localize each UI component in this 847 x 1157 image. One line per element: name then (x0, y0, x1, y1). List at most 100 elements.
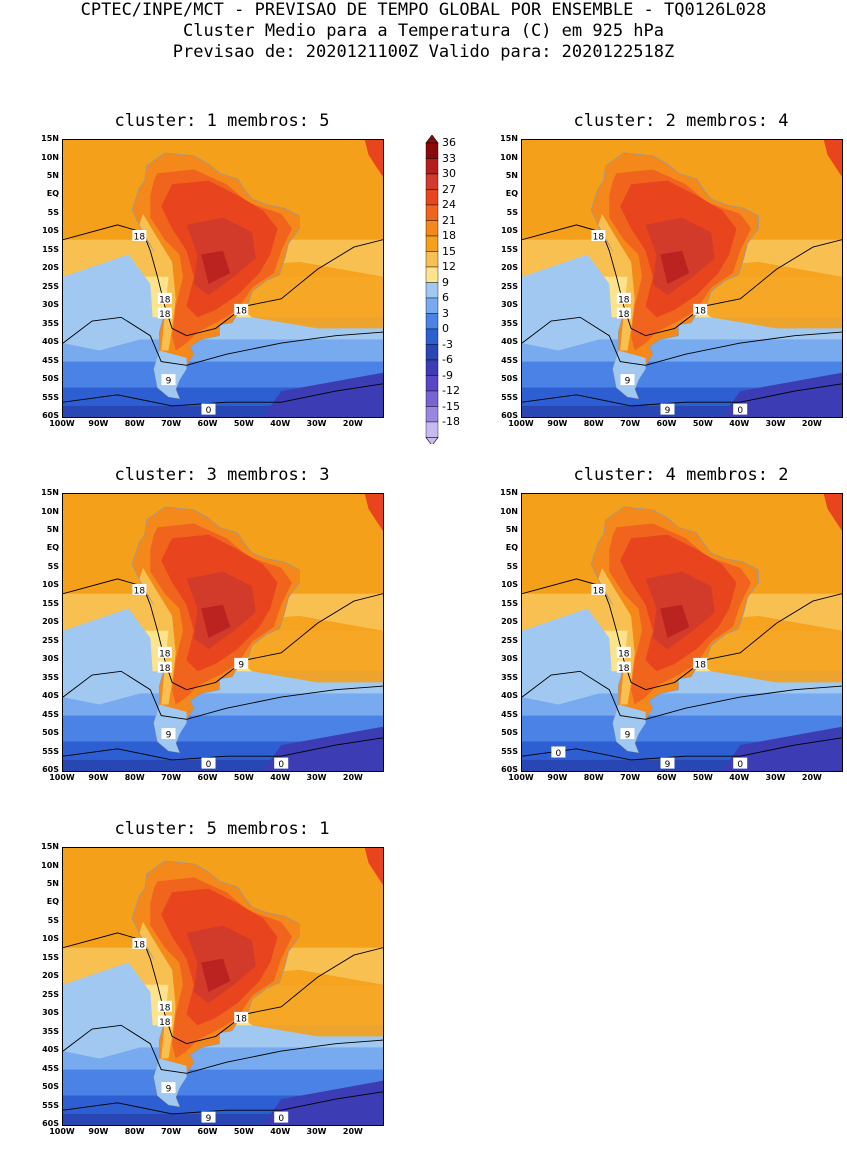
colorbar-swatch (425, 297, 439, 314)
lat-tick-label: 55S (42, 1100, 59, 1110)
contour-label: 9 (234, 657, 249, 670)
temperature-map: 18 18 18 18 9 0 (62, 139, 384, 418)
lon-tick-label: 40W (729, 419, 750, 428)
temperature-band (63, 962, 154, 1059)
colorbar-label: 12 (442, 260, 456, 273)
contour-label: 9 (660, 403, 675, 416)
lat-tick-label: 5N (46, 170, 59, 180)
contour-line (63, 670, 383, 720)
contour-line (522, 383, 842, 407)
panel-title: cluster: 3 membros: 3 (114, 465, 330, 485)
lat-tick-label: 15N (41, 488, 59, 497)
lat-tick-label: 30S (501, 654, 518, 664)
lat-tick-label: 15S (42, 952, 59, 962)
contour-label: 18 (693, 303, 708, 316)
lat-tick-label: 20S (42, 971, 59, 981)
temperature-band (522, 405, 842, 417)
continent-outline (364, 140, 383, 177)
contour-label: 9 (620, 374, 635, 387)
lat-tick-label: 40S (42, 1045, 59, 1055)
colorbar-label: 3 (442, 306, 449, 320)
lon-tick-label: 80W (583, 419, 604, 428)
colorbar-label: -12 (442, 384, 460, 397)
svg-text:18: 18 (159, 649, 171, 659)
lat-tick-label: 40S (42, 337, 59, 347)
lat-tick-label: 35S (42, 318, 59, 328)
lat-tick-label: 20S (501, 263, 518, 273)
contour-line (63, 737, 383, 761)
colorbar-label: 6 (442, 291, 449, 304)
lat-tick-label: 45S (42, 1063, 59, 1073)
lat-tick-label: EQ (505, 189, 518, 199)
svg-text:9: 9 (238, 660, 244, 670)
temperature-map: 18 18 18 18 9 9 0 0 (521, 493, 843, 772)
svg-text:9: 9 (206, 1114, 212, 1124)
svg-text:18: 18 (134, 941, 146, 951)
continent-outline (364, 494, 383, 531)
colorbar-label: -6 (442, 353, 453, 366)
lon-tick-label: 80W (583, 773, 604, 782)
svg-text:0: 0 (556, 749, 562, 759)
contour-line (522, 737, 842, 761)
temperature-band (522, 759, 842, 771)
continent-outline (823, 494, 842, 531)
contour-line (522, 316, 842, 366)
contour-line (63, 383, 383, 407)
lon-tick-label: 70W (161, 773, 182, 782)
lat-tick-label: 30S (42, 1008, 59, 1018)
lat-tick-label: 60S (42, 1119, 59, 1128)
contour-label: 9 (161, 728, 176, 741)
colorbar-swatch (425, 158, 439, 175)
svg-text:9: 9 (166, 731, 172, 741)
map-panel-cluster-5: cluster: 5 membros: 1 18 18 18 18 9 9 0 15N 10N 5N… (30, 819, 390, 1146)
lat-tick-label: 5N (46, 878, 59, 888)
contour-label: 18 (157, 1000, 172, 1013)
colorbar-swatch (425, 173, 439, 190)
colorbar-swatch (425, 344, 439, 361)
header-line-2: Cluster Medio para a Temperatura (C) em … (182, 21, 665, 41)
lat-tick-label: 5S (47, 915, 59, 925)
continent-outline (823, 140, 842, 177)
lon-tick-label: 70W (161, 1127, 182, 1136)
contour-label: 18 (132, 584, 147, 597)
map-panel-cluster-1: cluster: 1 membros: 5 18 18 18 18 9 0 15N 10N 5N E… (30, 111, 390, 438)
lat-tick-label: 30S (42, 654, 59, 664)
temperature-region (201, 958, 231, 992)
svg-text:18: 18 (618, 310, 630, 320)
lat-tick-label: 15N (500, 134, 518, 143)
lat-tick-label: 25S (501, 635, 518, 645)
colorbar-label: 33 (442, 151, 456, 165)
lat-tick-label: 15S (501, 244, 518, 254)
lon-tick-label: 20W (342, 1127, 363, 1136)
lat-tick-label: 55S (501, 392, 518, 402)
lat-tick-label: 40S (501, 337, 518, 347)
temperature-band (263, 372, 383, 417)
temperature-band (522, 608, 613, 705)
svg-text:0: 0 (206, 760, 212, 770)
colorbar-swatch (425, 406, 439, 423)
temperature-band (263, 726, 383, 771)
svg-text:9: 9 (665, 760, 671, 770)
colorbar-swatch (425, 266, 439, 283)
lat-tick-label: 35S (42, 1026, 59, 1036)
colorbar-swatch (425, 235, 439, 252)
colorbar-label: 27 (442, 182, 456, 196)
panel-title: cluster: 1 membros: 5 (114, 111, 330, 131)
lat-tick-label: 40S (501, 691, 518, 701)
lat-tick-label: 50S (501, 374, 518, 384)
lon-tick-label: 30W (306, 419, 327, 428)
contour-label: 18 (157, 1015, 172, 1028)
lat-tick-label: 10S (42, 580, 59, 590)
lat-tick-label: 10N (500, 152, 518, 162)
lat-tick-label: 60S (501, 765, 518, 774)
contour-label: 0 (274, 1111, 289, 1124)
contour-label: 18 (234, 1011, 249, 1024)
contour-label: 9 (620, 728, 635, 741)
lon-tick-label: 50W (233, 419, 254, 428)
lat-tick-label: 10S (501, 226, 518, 236)
svg-text:9: 9 (166, 377, 172, 387)
lon-tick-label: 90W (88, 773, 109, 782)
svg-text:18: 18 (159, 1003, 171, 1013)
svg-text:18: 18 (593, 233, 605, 243)
lat-tick-label: 10S (42, 226, 59, 236)
